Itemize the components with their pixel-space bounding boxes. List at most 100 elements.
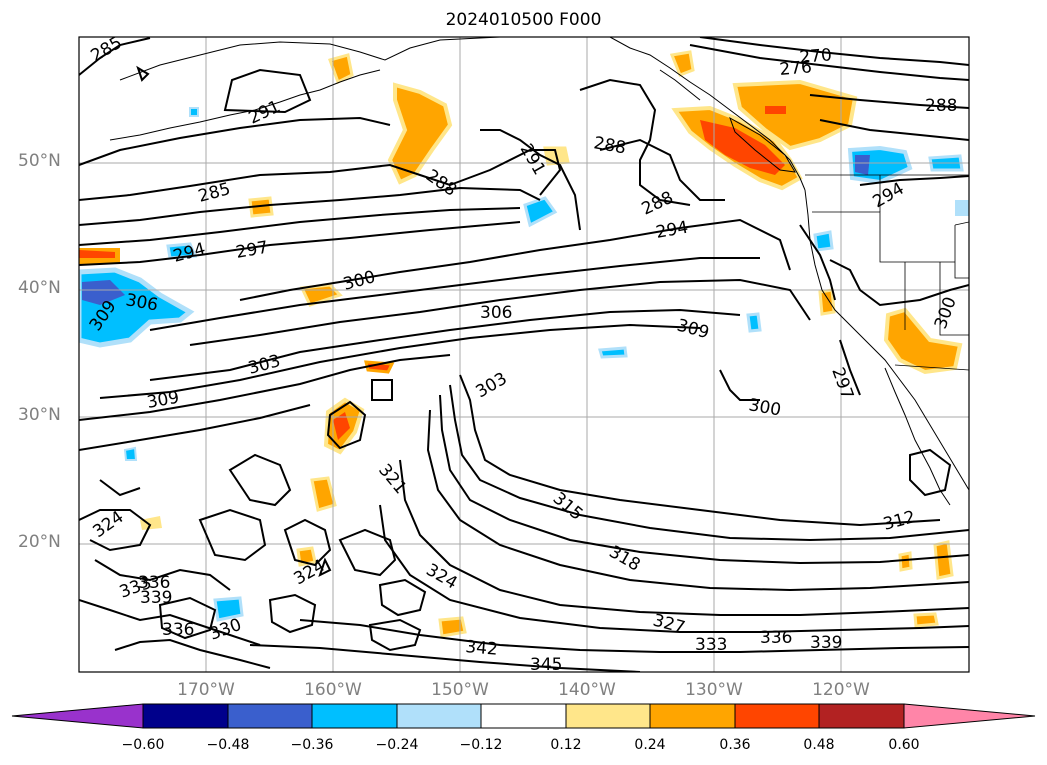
colorbar-tick-label: −0.60 bbox=[121, 737, 165, 753]
contour-label: 300 bbox=[931, 294, 961, 331]
border-state bbox=[812, 211, 955, 263]
contour-line bbox=[79, 116, 391, 166]
border-state bbox=[954, 221, 969, 279]
contour-label: 276 bbox=[779, 57, 813, 80]
contour-label: 342 bbox=[465, 637, 499, 660]
contour-label: 336 bbox=[138, 573, 170, 593]
contour-label: 309 bbox=[145, 388, 180, 413]
anomaly-fill bbox=[387, 82, 453, 185]
contour-line bbox=[379, 504, 969, 633]
boundaries bbox=[805, 174, 969, 371]
border-mexico bbox=[894, 364, 969, 371]
longitude-label: 170°W bbox=[177, 680, 235, 700]
anomaly-fill bbox=[189, 107, 199, 117]
colorbar-swatch bbox=[227, 703, 313, 729]
negative-anomaly-fills bbox=[79, 107, 969, 622]
colorbar-swatch bbox=[396, 703, 482, 729]
colorbar-swatch bbox=[649, 703, 736, 729]
anomaly-fill bbox=[310, 476, 337, 512]
shading-layer bbox=[79, 50, 969, 638]
contour-label: 339 bbox=[140, 588, 172, 608]
contour-label: 333 bbox=[695, 635, 727, 655]
positive-anomaly-fills bbox=[79, 50, 963, 638]
contour-line bbox=[94, 559, 231, 591]
contour-line bbox=[689, 44, 969, 81]
anomaly-fill bbox=[818, 288, 836, 316]
colorbar bbox=[11, 703, 1036, 729]
latitude-label: 30°N bbox=[18, 405, 61, 425]
contour-label: 288 bbox=[639, 188, 677, 220]
contour-line bbox=[79, 149, 562, 201]
anomaly-fill bbox=[333, 412, 350, 440]
contour-line bbox=[283, 518, 332, 567]
anomaly-fill bbox=[732, 79, 858, 151]
contour-line bbox=[819, 119, 969, 141]
anomaly-fill bbox=[328, 53, 354, 85]
anomaly-fill bbox=[296, 546, 317, 567]
contour-line bbox=[79, 509, 152, 552]
contour-line bbox=[719, 369, 760, 401]
colorbar-swatch bbox=[311, 703, 398, 729]
contour-line bbox=[239, 218, 791, 301]
contour-label: 336 bbox=[760, 628, 792, 648]
contour-line bbox=[699, 37, 969, 66]
colorbar-swatch bbox=[818, 703, 905, 729]
colorbar-swatch bbox=[734, 703, 820, 729]
contour-line bbox=[149, 308, 741, 381]
colorbar-tick-label: 0.12 bbox=[550, 737, 582, 753]
longitude-label: 120°W bbox=[812, 680, 870, 700]
contour-label: 291 bbox=[516, 141, 550, 179]
anomaly-fill bbox=[669, 50, 695, 77]
contour-label: 288 bbox=[925, 96, 957, 116]
contour-line bbox=[136, 65, 150, 82]
contour-label: 339 bbox=[810, 633, 842, 653]
colorbar-tick-label: −0.24 bbox=[375, 737, 419, 753]
coastline-baja bbox=[884, 367, 951, 506]
contour-label: 309 bbox=[675, 316, 712, 344]
border-state bbox=[939, 262, 969, 336]
contour-line bbox=[839, 339, 861, 396]
coastlines bbox=[109, 37, 969, 506]
anomaly-fill bbox=[746, 312, 762, 333]
contour-line bbox=[399, 459, 969, 616]
anomaly-fill bbox=[883, 307, 963, 375]
latitude-label: 20°N bbox=[18, 532, 61, 552]
contour-line bbox=[579, 78, 691, 206]
anomaly-fill bbox=[438, 616, 467, 638]
contour-line bbox=[228, 453, 292, 507]
contour-label: 306 bbox=[480, 303, 512, 323]
anomaly-fill bbox=[248, 196, 274, 218]
contour-line bbox=[480, 129, 581, 231]
colorbar-swatch bbox=[565, 703, 651, 729]
colorbar-swatch bbox=[903, 703, 1036, 729]
anomaly-fill bbox=[598, 346, 628, 359]
contour-label: 300 bbox=[341, 267, 378, 295]
contour-line bbox=[249, 644, 641, 672]
contour-line bbox=[859, 175, 969, 186]
coastline-vancouver-island bbox=[729, 116, 796, 173]
colorbar-swatch bbox=[480, 703, 567, 729]
colorbar-swatch bbox=[142, 703, 229, 729]
contour-line bbox=[189, 278, 811, 346]
contour-label: 288 bbox=[592, 133, 627, 158]
contour-label: 297 bbox=[234, 238, 269, 263]
contour-line bbox=[198, 508, 267, 562]
contour-line bbox=[371, 379, 393, 401]
contour-line bbox=[99, 323, 701, 399]
graticule bbox=[79, 37, 969, 672]
anomaly-fill bbox=[913, 612, 939, 628]
map-title: 2024010500 F000 bbox=[445, 10, 602, 30]
contour-line bbox=[799, 224, 836, 301]
coastline-islands-bc bbox=[659, 69, 701, 101]
contour-line bbox=[449, 384, 969, 542]
coastline-canada bbox=[609, 37, 806, 191]
anomaly-fill bbox=[855, 155, 870, 175]
longitude-label: 140°W bbox=[558, 680, 616, 700]
contour-line bbox=[378, 578, 427, 617]
contour-label: 285 bbox=[88, 33, 126, 67]
longitude-label: 130°W bbox=[685, 680, 743, 700]
longitude-label: 150°W bbox=[431, 680, 489, 700]
colorbar-tick-label: 0.60 bbox=[888, 737, 920, 753]
colorbar-tick-label: 0.24 bbox=[634, 737, 666, 753]
